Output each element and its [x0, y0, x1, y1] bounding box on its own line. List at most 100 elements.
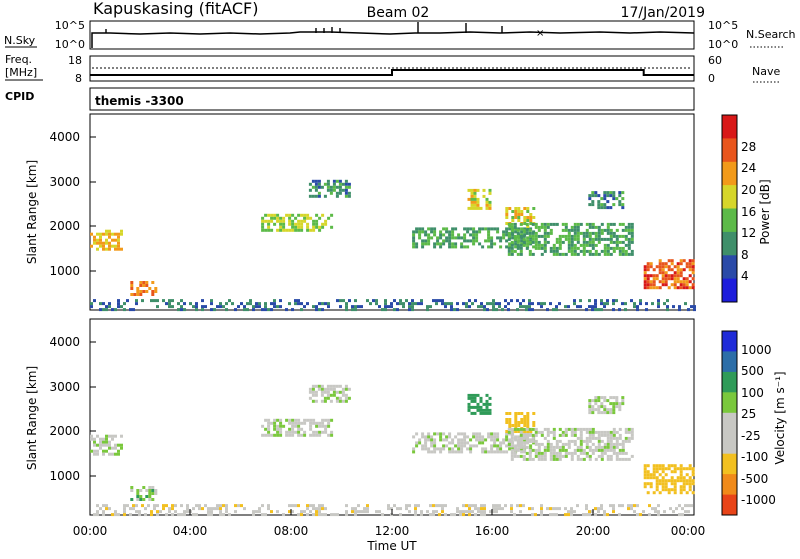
power-cell: [145, 284, 149, 287]
velocity-cell: [123, 504, 126, 508]
power-cell: [347, 194, 351, 198]
velocity-cell: [663, 510, 666, 514]
power-cell: [652, 277, 656, 281]
velocity-cell: [468, 513, 471, 517]
velocity-cell: [546, 507, 549, 511]
velocity-cell: [430, 435, 434, 439]
power-cell: [332, 179, 336, 183]
velocity-cell: [615, 454, 619, 458]
power-cell: [603, 243, 607, 247]
power-cell: [546, 240, 550, 244]
power-cell: [540, 305, 543, 309]
power-cell: [324, 222, 328, 226]
velocity-cell: [303, 421, 307, 425]
power-cell: [435, 299, 438, 303]
power-cell: [576, 240, 580, 244]
power-cell: [651, 302, 654, 306]
power-cell: [507, 234, 511, 238]
velocity-cell: [606, 457, 610, 461]
velocity-cell: [526, 412, 530, 415]
velocity-cell: [375, 510, 378, 514]
power-cell: [315, 308, 318, 312]
velocity-cell: [136, 489, 140, 492]
power-cell: [664, 265, 668, 269]
velocity-cell: [303, 430, 307, 434]
velocity-cell: [476, 408, 480, 412]
power-cell: [225, 308, 228, 312]
power-cell: [120, 232, 123, 236]
velocity-cell: [508, 412, 512, 415]
velocity-cell: [120, 434, 123, 438]
velocity-cell: [585, 454, 589, 458]
velocity-cell: [654, 507, 657, 511]
velocity-cell: [475, 435, 479, 439]
power-cell: [332, 185, 336, 189]
velocity-cell: [117, 443, 120, 447]
power-cell: [670, 259, 674, 263]
power-cell: [475, 239, 479, 243]
velocity-cell: [679, 491, 683, 495]
velocity-cell: [546, 433, 550, 437]
power-cell: [309, 216, 313, 220]
velocity-cell: [505, 444, 509, 448]
power-cell: [195, 308, 198, 312]
velocity-cell: [312, 418, 316, 422]
power-cell: [252, 305, 255, 309]
power-cell: [517, 213, 521, 216]
velocity-cell: [318, 513, 321, 517]
velocity-cell: [267, 421, 271, 425]
power-ytick-4000: 4000: [49, 130, 80, 144]
velocity-cell: [510, 430, 514, 434]
velocity-cell: [688, 479, 692, 483]
velocity-cell: [183, 510, 186, 514]
velocity-cell: [534, 442, 538, 446]
velocity-cell: [476, 405, 480, 409]
power-colorbar: [721, 114, 738, 303]
velocity-cell: [670, 482, 674, 486]
velocity-cell: [324, 427, 328, 431]
power-cell: [288, 228, 292, 232]
power-cell: [93, 235, 96, 239]
velocity-cell: [546, 439, 550, 443]
power-cell: [450, 308, 453, 312]
velocity-cell: [661, 482, 665, 486]
velocity-cell: [594, 399, 598, 403]
power-cell: [606, 252, 610, 256]
power-cell: [555, 308, 558, 312]
velocity-cell: [490, 447, 494, 451]
power-cell: [276, 228, 280, 232]
power-cell: [624, 243, 628, 247]
velocity-cell: [540, 507, 543, 511]
power-cell: [270, 228, 274, 232]
velocity-cell: [552, 445, 556, 449]
power-cbar-ticks: 4 8 12 16 20 24 28: [741, 140, 756, 283]
power-cell: [93, 241, 96, 245]
velocity-cell: [612, 504, 615, 508]
velocity-cell: [621, 396, 625, 400]
velocity-cell: [555, 457, 559, 461]
velocity-ytick-2000: 2000: [49, 424, 80, 438]
power-cell: [453, 308, 456, 312]
power-cell: [234, 308, 237, 312]
velocity-cell: [448, 447, 452, 451]
power-cell: [267, 222, 271, 226]
power-cell: [603, 197, 607, 201]
power-cell: [102, 232, 105, 236]
velocity-cell: [573, 451, 577, 455]
power-cbar-tick-28: 28: [741, 140, 756, 154]
power-cell: [522, 243, 526, 247]
velocity-cbar-segment: [722, 433, 737, 455]
power-cell: [594, 305, 597, 309]
velocity-cell: [467, 402, 471, 406]
velocity-cell: [682, 482, 686, 486]
power-cell: [591, 231, 595, 235]
power-cell: [603, 305, 606, 309]
power-cell: [492, 299, 495, 303]
power-cell: [326, 185, 330, 189]
power-cell: [564, 252, 568, 256]
power-cell: [528, 240, 532, 244]
velocity-cell: [381, 513, 384, 517]
power-cell: [624, 308, 627, 312]
velocity-cell: [470, 411, 474, 415]
